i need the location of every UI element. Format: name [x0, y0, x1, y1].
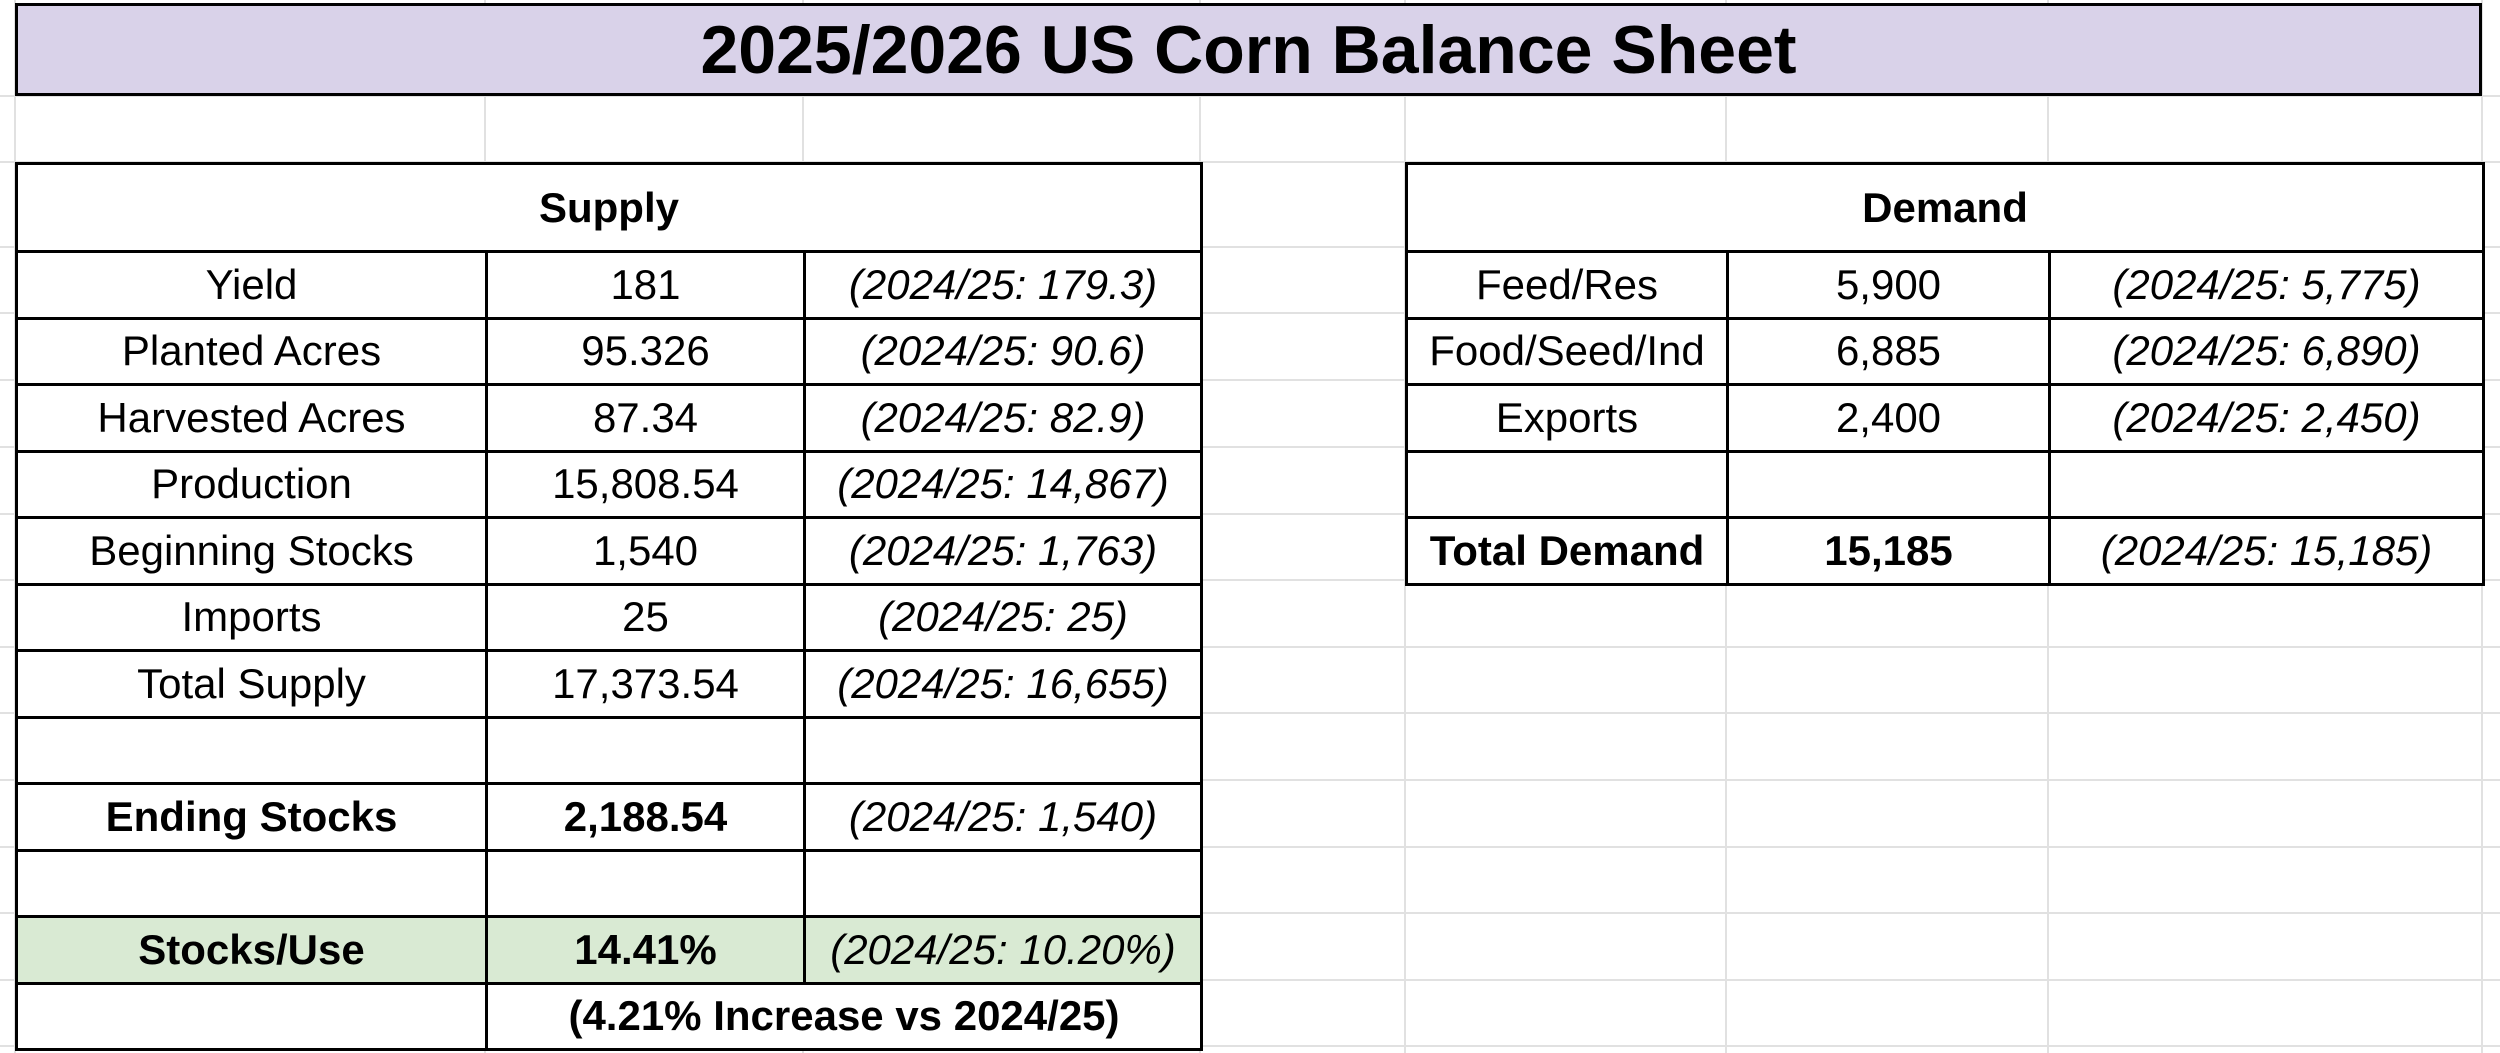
row-prior-year-cell[interactable]: (2024/25: 2,450): [2048, 383, 2485, 453]
row-value-cell[interactable]: 1,540: [485, 516, 806, 586]
row-value-cell[interactable]: [485, 848, 806, 918]
row-prior-year-cell[interactable]: (2024/25: 90.6): [803, 316, 1203, 386]
row-prior-year-cell[interactable]: (2024/25: 5,775): [2048, 250, 2485, 320]
row-label-cell[interactable]: Food/Seed/Ind: [1405, 316, 1729, 386]
supply-table: Supply Yield 181 (2024/25: 179.3) Plante…: [15, 162, 1203, 1051]
row-label-cell[interactable]: [15, 848, 488, 918]
table-row: Total Supply 17,373.54 (2024/25: 16,655): [15, 649, 1203, 719]
horizontal-gridline: [0, 646, 2500, 648]
horizontal-gridline: [0, 779, 2500, 781]
row-label-cell[interactable]: [1405, 449, 1729, 519]
row-label-cell[interactable]: Ending Stocks: [15, 782, 488, 852]
horizontal-gridline: [0, 912, 2500, 914]
row-prior-year-cell[interactable]: [803, 848, 1203, 918]
row-label-cell[interactable]: Planted Acres: [15, 316, 488, 386]
row-label-cell[interactable]: Stocks/Use: [15, 915, 488, 985]
row-prior-year-cell[interactable]: [2048, 449, 2485, 519]
row-label-cell[interactable]: Imports: [15, 582, 488, 652]
row-prior-year-cell[interactable]: [803, 715, 1203, 785]
horizontal-gridline: [0, 979, 2500, 981]
table-row: Planted Acres 95.326 (2024/25: 90.6): [15, 316, 1203, 386]
row-value-cell[interactable]: 14.41%: [485, 915, 806, 985]
table-row: Exports 2,400 (2024/25: 2,450): [1405, 383, 2485, 453]
row-value-cell[interactable]: 15,808.54: [485, 449, 806, 519]
table-row: Food/Seed/Ind 6,885 (2024/25: 6,890): [1405, 316, 2485, 386]
horizontal-gridline: [0, 579, 2500, 581]
title-banner-cell[interactable]: 2025/2026 US Corn Balance Sheet: [15, 3, 2482, 96]
horizontal-gridline: [0, 246, 2500, 248]
row-prior-year-cell[interactable]: (2024/25: 14,867): [803, 449, 1203, 519]
row-prior-year-cell[interactable]: (2024/25: 25): [803, 582, 1203, 652]
row-prior-year-cell[interactable]: (2024/25: 6,890): [2048, 316, 2485, 386]
row-value-cell[interactable]: 15,185: [1726, 516, 2051, 586]
row-label-cell[interactable]: Beginning Stocks: [15, 516, 488, 586]
stocks-use-change-note[interactable]: (4.21% Increase vs 2024/25): [485, 981, 1203, 1051]
sheet-title: 2025/2026 US Corn Balance Sheet: [700, 11, 1797, 88]
demand-rows: Feed/Res 5,900 (2024/25: 5,775) Food/See…: [1405, 250, 2485, 586]
vertical-gridline: [14, 0, 16, 1053]
supply-header-cell[interactable]: Supply: [15, 162, 1203, 253]
row-value-cell[interactable]: 87.34: [485, 383, 806, 453]
horizontal-gridline: [0, 95, 2500, 97]
horizontal-gridline: [0, 846, 2500, 848]
row-label-cell[interactable]: Total Demand: [1405, 516, 1729, 586]
row-label-cell[interactable]: Feed/Res: [1405, 250, 1729, 320]
row-value-cell[interactable]: 5,900: [1726, 250, 2051, 320]
horizontal-gridline: [0, 161, 2500, 163]
table-row: Beginning Stocks 1,540 (2024/25: 1,763): [15, 516, 1203, 586]
table-row: Feed/Res 5,900 (2024/25: 5,775): [1405, 250, 2485, 320]
table-row: [15, 715, 1203, 785]
table-row: Harvested Acres 87.34 (2024/25: 82.9): [15, 383, 1203, 453]
row-prior-year-cell[interactable]: (2024/25: 15,185): [2048, 516, 2485, 586]
row-value-cell[interactable]: 25: [485, 582, 806, 652]
row-label-cell[interactable]: Total Supply: [15, 649, 488, 719]
table-row: Stocks/Use 14.41% (2024/25: 10.20%): [15, 915, 1203, 985]
table-row: [1405, 449, 2485, 519]
row-value-cell[interactable]: [485, 715, 806, 785]
row-value-cell[interactable]: 95.326: [485, 316, 806, 386]
row-prior-year-cell[interactable]: (2024/25: 1,763): [803, 516, 1203, 586]
horizontal-gridline: [0, 712, 2500, 714]
horizontal-gridline: [0, 379, 2500, 381]
table-row: Yield 181 (2024/25: 179.3): [15, 250, 1203, 320]
table-row: [15, 848, 1203, 918]
row-label-cell[interactable]: Exports: [1405, 383, 1729, 453]
row-value-cell[interactable]: 2,188.54: [485, 782, 806, 852]
empty-cell[interactable]: [15, 981, 488, 1051]
supply-header-row: Supply: [15, 162, 1203, 253]
vertical-gridline: [1404, 0, 1406, 1053]
row-label-cell[interactable]: Yield: [15, 250, 488, 320]
row-prior-year-cell[interactable]: (2024/25: 1,540): [803, 782, 1203, 852]
row-label-cell[interactable]: [15, 715, 488, 785]
table-row: Production 15,808.54 (2024/25: 14,867): [15, 449, 1203, 519]
demand-table: Demand Feed/Res 5,900 (2024/25: 5,775) F…: [1405, 162, 2485, 586]
row-value-cell[interactable]: 181: [485, 250, 806, 320]
supply-note-row: (4.21% Increase vs 2024/25): [15, 981, 1203, 1051]
horizontal-gridline: [0, 1045, 2500, 1047]
row-prior-year-cell[interactable]: (2024/25: 10.20%): [803, 915, 1203, 985]
row-value-cell[interactable]: 6,885: [1726, 316, 2051, 386]
row-prior-year-cell[interactable]: (2024/25: 82.9): [803, 383, 1203, 453]
horizontal-gridline: [0, 446, 2500, 448]
row-value-cell[interactable]: 2,400: [1726, 383, 2051, 453]
demand-header-row: Demand: [1405, 162, 2485, 253]
row-prior-year-cell[interactable]: (2024/25: 16,655): [803, 649, 1203, 719]
row-label-cell[interactable]: Production: [15, 449, 488, 519]
row-label-cell[interactable]: Harvested Acres: [15, 383, 488, 453]
horizontal-gridline: [0, 513, 2500, 515]
demand-header-cell[interactable]: Demand: [1405, 162, 2485, 253]
row-prior-year-cell[interactable]: (2024/25: 179.3): [803, 250, 1203, 320]
horizontal-gridline: [0, 312, 2500, 314]
row-value-cell[interactable]: [1726, 449, 2051, 519]
row-value-cell[interactable]: 17,373.54: [485, 649, 806, 719]
table-row: Total Demand 15,185 (2024/25: 15,185): [1405, 516, 2485, 586]
supply-rows: Yield 181 (2024/25: 179.3) Planted Acres…: [15, 250, 1203, 985]
table-row: Imports 25 (2024/25: 25): [15, 582, 1203, 652]
table-row: Ending Stocks 2,188.54 (2024/25: 1,540): [15, 782, 1203, 852]
